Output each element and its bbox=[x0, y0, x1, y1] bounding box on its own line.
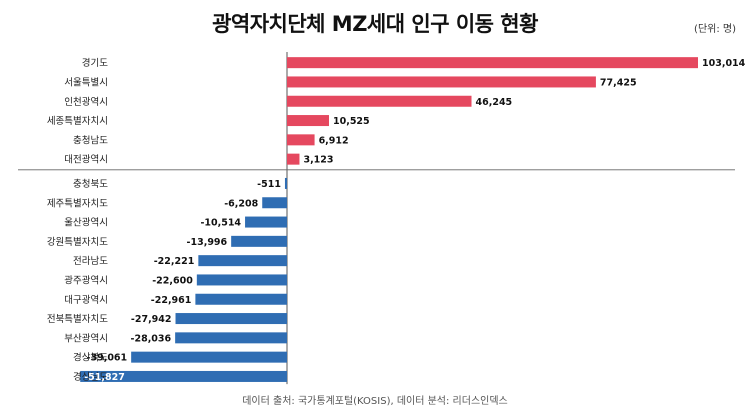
bar bbox=[131, 351, 287, 363]
bar bbox=[287, 153, 300, 165]
value-label: -51,827 bbox=[84, 372, 125, 383]
value-label: -27,942 bbox=[131, 314, 172, 325]
category-label: 부산광역시 bbox=[64, 332, 108, 344]
category-label: 울산광역시 bbox=[64, 217, 108, 229]
category-label: 경상남도 bbox=[73, 371, 108, 383]
category-label: 세종특별자치시 bbox=[47, 115, 108, 127]
unit-note: (단위: 명) bbox=[694, 24, 736, 35]
category-label: 전라남도 bbox=[73, 256, 108, 267]
bar bbox=[284, 177, 287, 189]
bar bbox=[231, 235, 287, 247]
category-label: 인천광역시 bbox=[64, 96, 108, 108]
category-label: 강원특별자치도 bbox=[47, 236, 108, 248]
bar bbox=[198, 255, 287, 267]
category-label: 대전광역시 bbox=[64, 154, 108, 166]
bar bbox=[287, 115, 329, 127]
bar bbox=[262, 197, 287, 209]
bar bbox=[195, 293, 287, 305]
value-label: 6,912 bbox=[319, 135, 349, 146]
bar bbox=[80, 370, 287, 382]
value-label: 77,425 bbox=[600, 77, 637, 88]
category-label: 충청북도 bbox=[73, 179, 108, 190]
value-label: -22,221 bbox=[154, 256, 195, 267]
chart-title: 광역자치단체 MZ세대 인구 이동 현황 bbox=[212, 12, 538, 36]
category-label: 제주특별자치도 bbox=[47, 197, 108, 209]
value-label: -28,036 bbox=[131, 333, 172, 344]
value-label: -39,061 bbox=[87, 353, 128, 364]
value-label: 3,123 bbox=[303, 155, 333, 166]
value-label: -22,600 bbox=[152, 275, 193, 286]
category-label: 충청남도 bbox=[73, 135, 108, 146]
value-label: -511 bbox=[257, 179, 281, 190]
value-label: -13,996 bbox=[187, 237, 228, 248]
value-label: 46,245 bbox=[476, 97, 513, 108]
bar bbox=[245, 216, 287, 228]
bar bbox=[287, 57, 698, 69]
category-label: 경상북도 bbox=[73, 352, 108, 364]
value-label: -6,208 bbox=[224, 198, 258, 209]
source-note: 데이터 출처: 국가통계포털(KOSIS), 데이터 분석: 리더스인덱스 bbox=[242, 396, 508, 407]
bar bbox=[196, 274, 287, 286]
category-label: 서울특별시 bbox=[64, 77, 108, 88]
value-label: 103,014 bbox=[702, 58, 746, 69]
category-label: 대구광역시 bbox=[64, 294, 108, 306]
category-label: 광주광역시 bbox=[64, 274, 108, 286]
value-label: 10,525 bbox=[333, 116, 370, 127]
category-label: 경기도 bbox=[82, 57, 108, 69]
bar bbox=[287, 95, 472, 107]
bar bbox=[287, 134, 315, 146]
bar bbox=[175, 332, 287, 344]
value-label: -10,514 bbox=[200, 218, 241, 229]
bar bbox=[175, 313, 287, 325]
category-label: 전북특별자치도 bbox=[47, 313, 108, 325]
bar bbox=[287, 76, 596, 88]
value-label: -22,961 bbox=[151, 295, 192, 306]
